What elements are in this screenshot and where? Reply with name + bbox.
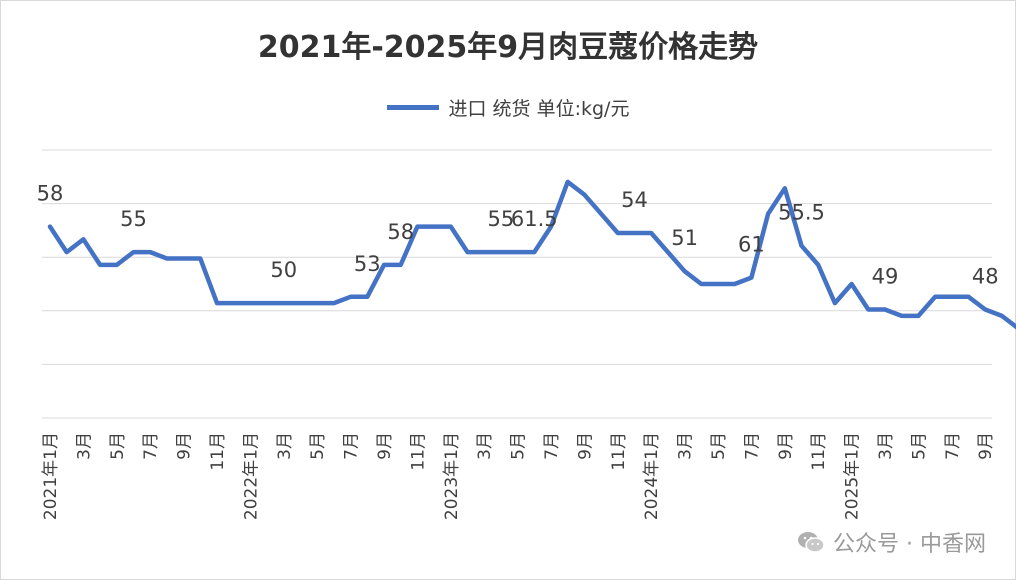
x-tick-label: 3月 [876, 432, 896, 460]
x-tick-label: 5月 [308, 432, 328, 460]
data-label: 49 [872, 265, 899, 289]
x-tick-label: 2022年1月 [241, 432, 261, 520]
series-line [47, 179, 1016, 330]
x-tick-label: 11月 [408, 432, 428, 471]
x-tick-label: 5月 [509, 432, 529, 460]
x-tick-label: 2025年1月 [843, 432, 863, 520]
x-tick-label: 7月 [943, 432, 963, 460]
data-label: 61.5 [511, 207, 558, 231]
watermark-text: 公众号 · 中香网 [833, 532, 986, 557]
data-label: 58 [37, 182, 64, 206]
x-tick-label: 7月 [742, 432, 762, 460]
x-tick-label: 7月 [542, 432, 562, 460]
x-tick-label: 9月 [375, 432, 395, 460]
data-label: 48 [972, 265, 999, 289]
x-tick-label: 3月 [676, 432, 696, 460]
chart-title: 2021年-2025年9月肉豆蔻价格走势 [257, 30, 759, 65]
x-tick-label: 3月 [275, 432, 295, 460]
data-label: 61 [738, 233, 765, 257]
data-label: 58 [387, 220, 414, 244]
x-tick-label: 9月 [776, 432, 796, 460]
data-label: 50 [270, 258, 297, 282]
x-tick-label: 2023年1月 [442, 432, 462, 520]
data-label: 54 [621, 188, 648, 212]
x-tick-label: 11月 [609, 432, 629, 471]
data-label: 55.5 [778, 201, 825, 225]
data-label: 55 [120, 207, 147, 231]
legend: 进口 统货 单位:kg/元 [0, 94, 1016, 121]
x-tick-label: 5月 [709, 432, 729, 460]
x-tick-label: 3月 [74, 432, 94, 460]
legend-swatch [386, 105, 439, 110]
x-tick-label: 2021年1月 [41, 432, 61, 520]
x-tick-label: 5月 [108, 432, 128, 460]
x-tick-label: 7月 [342, 432, 362, 460]
x-tick-label: 5月 [909, 432, 929, 460]
watermark: 公众号 · 中香网 [797, 526, 986, 558]
wechat-icon [798, 532, 825, 553]
x-tick-label: 11月 [208, 432, 228, 471]
x-tick-label: 7月 [141, 432, 161, 460]
legend-label: 进口 统货 单位:kg/元 [448, 98, 630, 120]
data-label: 51 [671, 226, 698, 250]
data-label: 53 [354, 252, 381, 276]
x-tick-label: 9月 [175, 432, 195, 460]
x-tick-label: 9月 [976, 432, 996, 460]
data-label: 55 [488, 207, 515, 231]
x-tick-label: 3月 [475, 432, 495, 460]
x-tick-label: 11月 [809, 432, 829, 471]
x-tick-label: 9月 [575, 432, 595, 460]
x-tick-label: 2024年1月 [642, 432, 662, 520]
